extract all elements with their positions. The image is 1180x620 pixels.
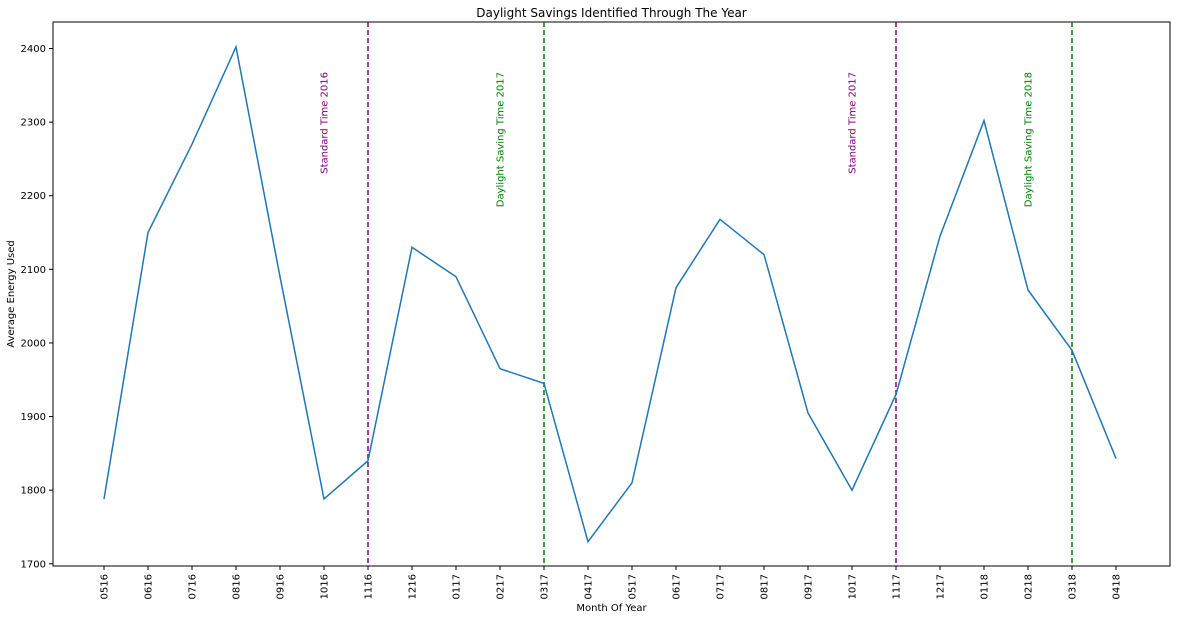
x-tick-label: 1016 <box>320 574 331 599</box>
x-tick-label: 0617 <box>672 574 683 599</box>
x-tick-label: 1216 <box>408 574 419 599</box>
x-tick-label: 0318 <box>1068 574 1079 599</box>
x-tick-label: 0917 <box>804 574 815 599</box>
x-tick-label: 0117 <box>452 574 463 599</box>
y-tick-label: 1900 <box>21 412 46 423</box>
y-tick-label: 1800 <box>21 486 46 497</box>
x-tick-label: 0317 <box>540 574 551 599</box>
x-axis-ticks: 0516 0616 0716 0816 0916 1016 1116 1216 0117 0217… <box>100 566 1123 599</box>
x-tick-label: 0217 <box>496 574 507 599</box>
x-tick-label: 1117 <box>892 574 903 599</box>
y-tick-label: 2300 <box>21 118 46 129</box>
event-lines: Standard Time 2016 Daylight Saving Time 2… <box>320 22 1073 566</box>
y-tick-label: 2000 <box>21 338 46 349</box>
y-axis-ticks: 1700 1800 1900 2000 2100 2200 2300 2400 <box>21 44 53 570</box>
x-tick-label: 0517 <box>628 574 639 599</box>
x-tick-label: 0516 <box>100 574 111 599</box>
x-tick-label: 0417 <box>584 574 595 599</box>
x-tick-label: 0118 <box>980 574 991 599</box>
x-tick-label: 0716 <box>188 574 199 599</box>
series-line <box>103 44 1117 544</box>
event-annotation: Standard Time 2016 <box>320 72 331 174</box>
x-tick-label: 0816 <box>232 574 243 599</box>
event-annotation: Standard Time 2017 <box>848 72 859 174</box>
y-tick-label: 2200 <box>21 191 46 202</box>
x-axis-label: Month Of Year <box>576 603 647 614</box>
event-annotation: Daylight Saving Time 2017 <box>496 72 507 207</box>
x-tick-label: 1116 <box>364 574 375 599</box>
x-tick-label: 0916 <box>276 574 287 599</box>
chart-title: Daylight Savings Identified Through The … <box>476 6 747 20</box>
x-tick-label: 0418 <box>1112 574 1123 599</box>
x-tick-label: 1217 <box>936 574 947 599</box>
y-tick-label: 2100 <box>21 265 46 276</box>
x-tick-label: 0218 <box>1024 574 1035 599</box>
event-annotation: Daylight Saving Time 2018 <box>1024 72 1035 207</box>
x-tick-label: 0817 <box>760 574 771 599</box>
y-tick-label: 1700 <box>21 559 46 570</box>
plot-frame <box>52 21 1171 567</box>
x-tick-label: 1017 <box>848 574 859 599</box>
x-tick-label: 0717 <box>716 574 727 599</box>
x-tick-label: 0616 <box>144 574 155 599</box>
y-tick-label: 2400 <box>21 44 46 55</box>
y-axis-label: Average Energy Used <box>6 240 17 347</box>
